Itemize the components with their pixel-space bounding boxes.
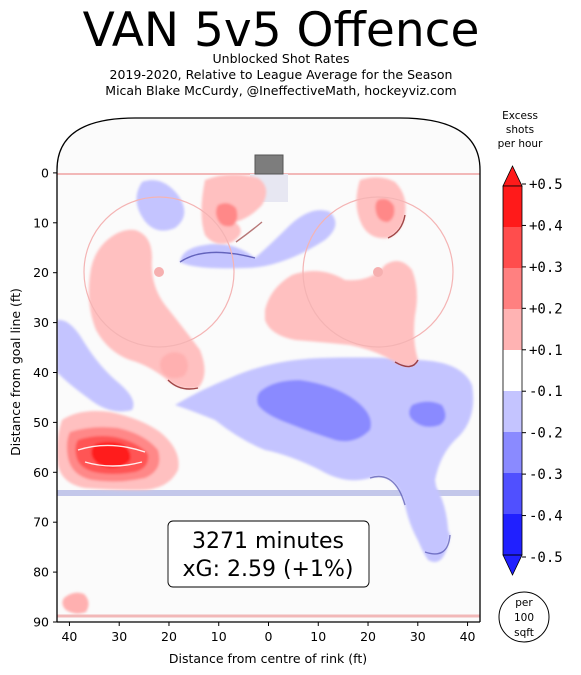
chart-subtitle-1: Unblocked Shot Rates — [212, 51, 350, 66]
goal-net — [254, 154, 284, 175]
unit-line-2: 100 — [514, 612, 534, 624]
faceoff-circle-right — [302, 196, 454, 348]
hot-region-left-circle — [88, 229, 205, 389]
cold-region-slot-left — [180, 210, 336, 269]
colorbar-band — [503, 268, 522, 310]
hot-region-right-circle — [265, 261, 418, 367]
colorbar — [502, 165, 523, 576]
colorbar-arrow-bottom — [502, 554, 523, 576]
colorbar-band — [503, 432, 522, 474]
colorbar-tick-label: -0.3 — [529, 467, 563, 483]
colorbar-tick-label: +0.5 — [529, 177, 563, 193]
colorbar-ticks: +0.5 +0.4 +0.3 +0.2 +0.1 -0.1 -0.2 -0.3 -0.4 -0.5 — [522, 177, 563, 566]
x-tick-label: 10 — [310, 629, 326, 644]
y-axis-label: Distance from goal line (ft) — [8, 288, 23, 456]
y-axis-ticks: 0 10 20 30 40 50 60 70 80 90 — [33, 165, 57, 630]
colorbar-band — [503, 473, 522, 515]
faceoff-dot-left — [154, 267, 164, 277]
colorbar-title-1: Excess — [502, 110, 538, 122]
colorbar-band — [503, 514, 522, 556]
colorbar-band — [503, 186, 522, 228]
x-tick-label: 40 — [61, 629, 77, 644]
hot-region-top-inner — [216, 203, 238, 227]
colorbar-arrow-top — [502, 165, 523, 187]
colorbar-tick-label: +0.4 — [529, 218, 563, 234]
y-tick-label: 70 — [33, 515, 49, 530]
colorbar-band — [503, 227, 522, 269]
hot-region-right-top-inner — [375, 198, 395, 222]
x-tick-label: 0 — [265, 629, 273, 644]
x-tick-label: 30 — [410, 629, 426, 644]
faceoff-dot-right — [373, 267, 383, 277]
x-tick-label: 40 — [460, 629, 476, 644]
chart-subtitle-2: 2019-2020, Relative to League Average fo… — [109, 67, 453, 82]
blue-line — [57, 490, 480, 496]
faceoff-circle-left — [83, 196, 235, 348]
x-tick-label: 10 — [211, 629, 227, 644]
hot-region-neutral — [62, 592, 89, 614]
colorbar-tick-label: -0.4 — [529, 509, 563, 525]
colorbar-tick-label: +0.3 — [529, 260, 563, 276]
unit-badge: per 100 sqft — [498, 591, 550, 643]
colorbar-title-3: per hour — [498, 138, 544, 150]
cold-region-right-point — [407, 470, 449, 563]
hot-region-left-faceoff-core — [91, 442, 131, 468]
colorbar-tick-label: +0.2 — [529, 301, 563, 317]
x-tick-label: 20 — [161, 629, 177, 644]
chart-title: VAN 5v5 Offence — [82, 3, 480, 58]
colorbar-band — [503, 350, 522, 392]
y-tick-label: 60 — [33, 465, 49, 480]
rink-boards — [56, 117, 481, 622]
unit-line-3: sqft — [514, 627, 534, 639]
x-tick-label: 20 — [360, 629, 376, 644]
hot-region-left-low — [160, 352, 188, 379]
y-tick-label: 90 — [33, 615, 49, 630]
colorbar-title-2: shots — [506, 124, 534, 136]
x-axis-ticks: 40 30 20 10 0 10 20 30 40 — [61, 622, 476, 644]
colorbar-tick-label: -0.1 — [529, 384, 563, 400]
chart-subtitle-3: Micah Blake McCurdy, @IneffectiveMath, h… — [105, 83, 457, 98]
colorbar-band — [503, 309, 522, 351]
colorbar-tick-label: +0.1 — [529, 343, 563, 359]
colorbar-title: Excess shots per hour — [498, 110, 544, 150]
xg-label: xG: 2.59 (+1%) — [183, 557, 354, 582]
colorbar-frame — [502, 185, 523, 556]
cold-region-mid-dark — [257, 380, 371, 442]
colorbar-tick-label: -0.2 — [529, 426, 563, 442]
y-tick-label: 10 — [33, 215, 49, 230]
cold-region-mid — [175, 357, 474, 554]
y-tick-label: 80 — [33, 565, 49, 580]
x-axis-label: Distance from centre of rink (ft) — [169, 651, 367, 666]
minutes-label: 3271 minutes — [192, 529, 344, 554]
cold-region-top-left — [136, 180, 185, 231]
summary-box: 3271 minutes xG: 2.59 (+1%) — [167, 520, 370, 588]
colorbar-band — [503, 391, 522, 433]
y-tick-label: 20 — [33, 265, 49, 280]
x-tick-label: 30 — [111, 629, 127, 644]
y-tick-label: 30 — [33, 315, 49, 330]
y-tick-label: 0 — [41, 165, 49, 180]
y-tick-label: 50 — [33, 415, 49, 430]
colorbar-tick-label: -0.5 — [529, 550, 563, 566]
y-tick-label: 40 — [33, 365, 49, 380]
cold-region-right-dark — [409, 401, 446, 427]
cold-region-left-boards — [57, 319, 134, 412]
unit-line-1: per — [515, 597, 533, 609]
